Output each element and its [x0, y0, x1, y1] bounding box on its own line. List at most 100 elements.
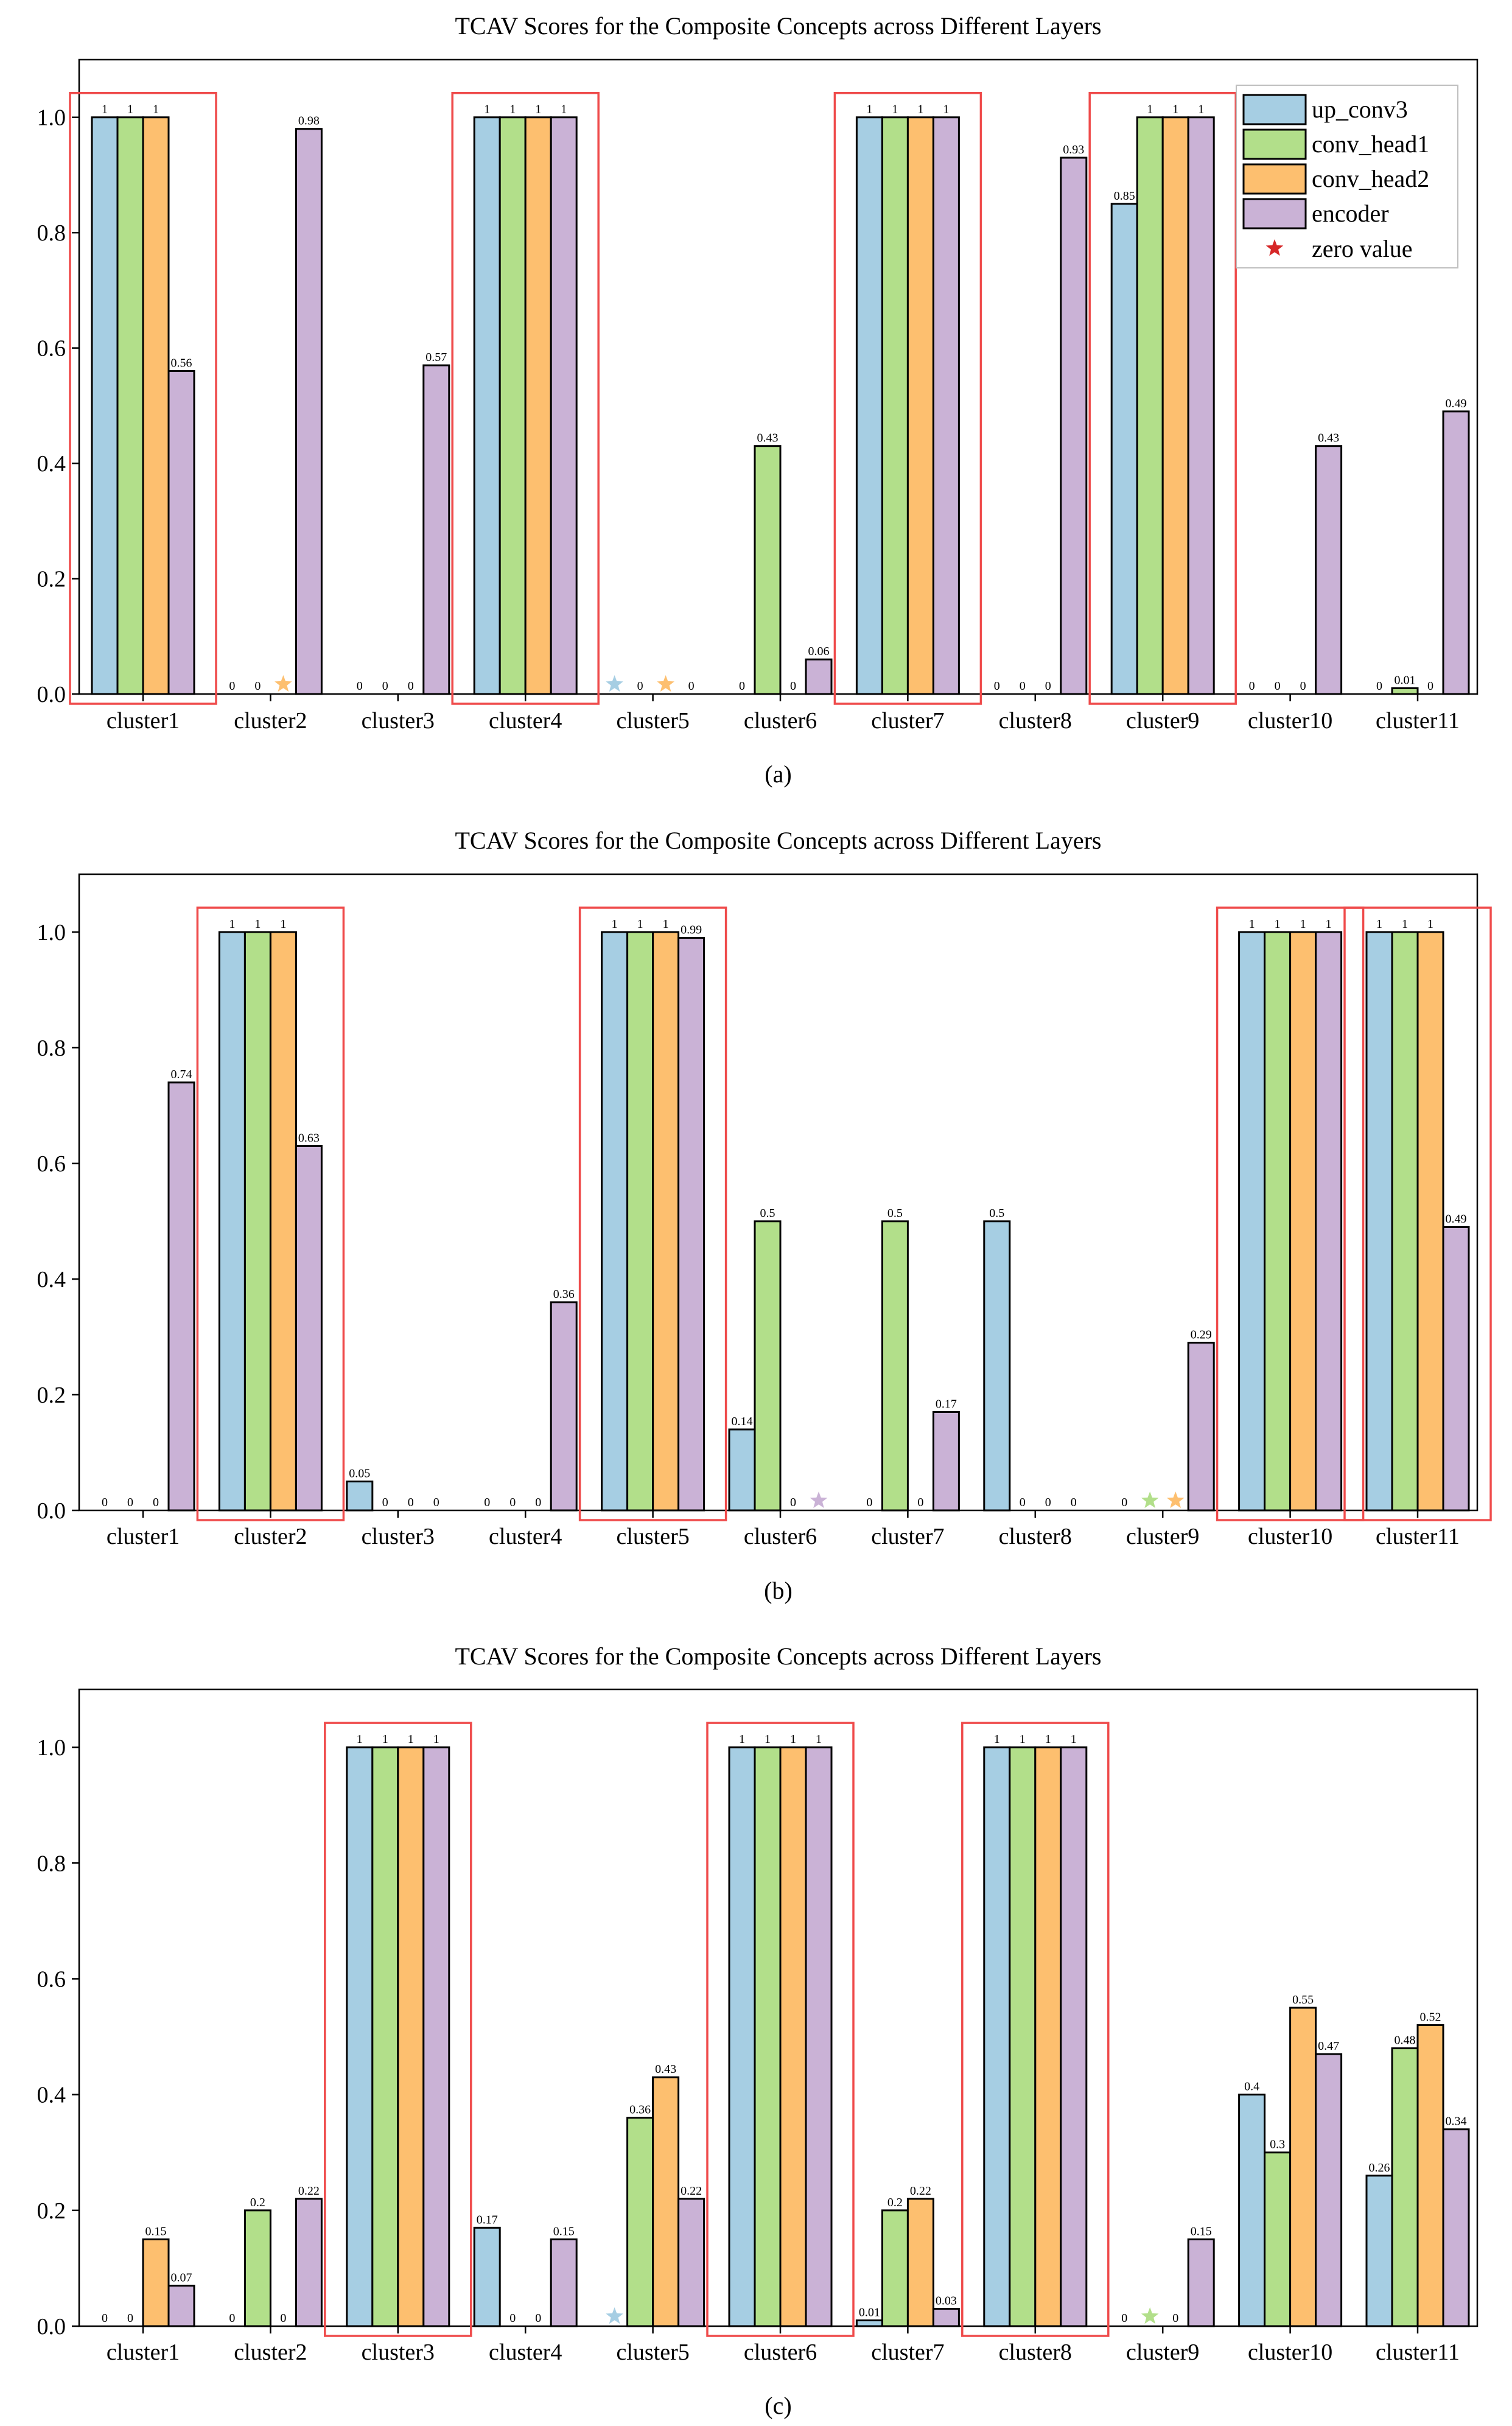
x-tick-label: cluster1	[107, 1524, 180, 1549]
bar-value-label: 0.52	[1420, 2011, 1441, 2024]
bar	[550, 2238, 578, 2327]
bar-value-label: 1	[1147, 103, 1153, 116]
bar	[550, 116, 578, 695]
bar-value-label: 1	[1402, 917, 1408, 931]
bar	[1416, 2024, 1444, 2327]
bar	[295, 1145, 323, 1512]
bar-value-label: 0.15	[145, 2224, 167, 2238]
legend-swatch-up-conv3	[1242, 94, 1307, 125]
x-tick-label: cluster10	[1248, 708, 1332, 734]
bar-value-label: 0.15	[1191, 2224, 1212, 2238]
legend-label: conv_head2	[1312, 165, 1429, 192]
bar	[346, 1746, 374, 2327]
highlight-box	[1088, 91, 1237, 705]
bar-value-label: 0.43	[1318, 432, 1339, 445]
bar-value-label: 0	[229, 679, 235, 693]
bar	[167, 2284, 195, 2327]
bar	[243, 931, 271, 1512]
bar	[1442, 1226, 1470, 1512]
bar-value-label: 1	[102, 103, 108, 116]
highlight-box	[69, 91, 217, 705]
x-tick-label: cluster3	[362, 1524, 435, 1549]
y-tick-label: 0.6	[37, 336, 66, 362]
zero-value-star	[606, 2307, 623, 2324]
bar-value-label: 1	[866, 103, 872, 116]
bar	[1110, 203, 1138, 695]
bar	[1365, 931, 1393, 1512]
bar-value-label: 1	[153, 103, 159, 116]
bar-value-label: 0.17	[477, 2213, 498, 2226]
bar-value-label: 0	[1249, 679, 1255, 693]
bar	[1442, 2128, 1470, 2327]
bar-value-label: 1	[612, 917, 618, 931]
chart-panel-1: TCAV Scores for the Composite Concepts a…	[37, 12, 1479, 788]
bar-value-label: 0.49	[1446, 397, 1467, 410]
x-tick-label: cluster3	[362, 708, 435, 734]
bar	[932, 116, 960, 695]
bar-value-label: 0.26	[1369, 2161, 1390, 2175]
y-tick-label: 0.6	[37, 1966, 66, 1992]
bar	[601, 931, 629, 1512]
zero-value-star	[1141, 2307, 1159, 2324]
bar-value-label: 1	[917, 103, 923, 116]
bar-value-label: 1	[1275, 917, 1281, 931]
bar-value-label: 0.43	[655, 2063, 676, 2076]
chart-panel-3: TCAV Scores for the Composite Concepts a…	[37, 1642, 1479, 2419]
x-tick-label: cluster6	[744, 1524, 817, 1549]
bar-value-label: 1	[127, 103, 133, 116]
bar-value-label: 0.98	[298, 114, 320, 128]
bar-value-label: 1	[1020, 1733, 1026, 1746]
bar	[1391, 687, 1419, 695]
bar	[1289, 931, 1317, 1512]
y-tick-label: 0.2	[37, 1383, 66, 1408]
bar-value-label: 0.15	[553, 2224, 575, 2238]
highlight-box	[1343, 906, 1492, 1521]
bar	[1238, 931, 1266, 1512]
bar-value-label: 0	[229, 2312, 235, 2325]
bar	[779, 1746, 807, 2327]
bar	[1391, 2047, 1419, 2327]
bar-value-label: 0	[866, 1496, 872, 1509]
bar	[677, 2198, 705, 2327]
bar	[167, 370, 195, 695]
bar	[473, 116, 501, 695]
bar-value-label: 1	[892, 103, 898, 116]
highlight-box	[961, 1722, 1110, 2337]
bar-value-label: 1	[1376, 917, 1382, 931]
x-tick-label: cluster4	[489, 708, 562, 734]
x-tick-label: cluster3	[362, 2340, 435, 2365]
bar-value-label: 1	[663, 917, 669, 931]
bar	[906, 2198, 934, 2327]
bar	[754, 445, 782, 695]
y-tick-label: 0.2	[37, 567, 66, 592]
x-tick-label: cluster8	[999, 708, 1072, 734]
x-tick-label: cluster5	[616, 2340, 689, 2365]
bar	[652, 2076, 680, 2327]
bar	[881, 1220, 909, 1512]
bar	[677, 937, 705, 1512]
bar-value-label: 0.5	[887, 1207, 903, 1220]
legend-swatch-conv-head2	[1242, 163, 1307, 195]
highlight-box	[578, 906, 727, 1521]
bar-value-label: 0	[1376, 679, 1382, 693]
bar	[626, 931, 654, 1512]
bar-value-label: 0	[1020, 1496, 1026, 1509]
bar-value-label: 0.01	[859, 2305, 880, 2319]
y-tick-label: 0.4	[37, 2083, 66, 2108]
zero-value-star	[1141, 1492, 1159, 1509]
zero-value-star	[275, 675, 292, 692]
bar	[550, 1301, 578, 1512]
bar-value-label: 0	[739, 679, 745, 693]
legend-swatch-conv-head1	[1242, 128, 1307, 160]
bar	[881, 2209, 909, 2327]
x-tick-label: cluster10	[1248, 1524, 1332, 1549]
x-tick-label: cluster2	[234, 708, 307, 734]
bar-value-label: 0	[254, 679, 261, 693]
y-tick-label: 0.4	[37, 1267, 66, 1292]
bar	[1034, 1746, 1062, 2327]
bar-value-label: 0.5	[760, 1207, 775, 1220]
bar-value-label: 1	[1300, 917, 1306, 931]
bar-value-label: 1	[1198, 103, 1204, 116]
bar-value-label: 0	[102, 1496, 108, 1509]
